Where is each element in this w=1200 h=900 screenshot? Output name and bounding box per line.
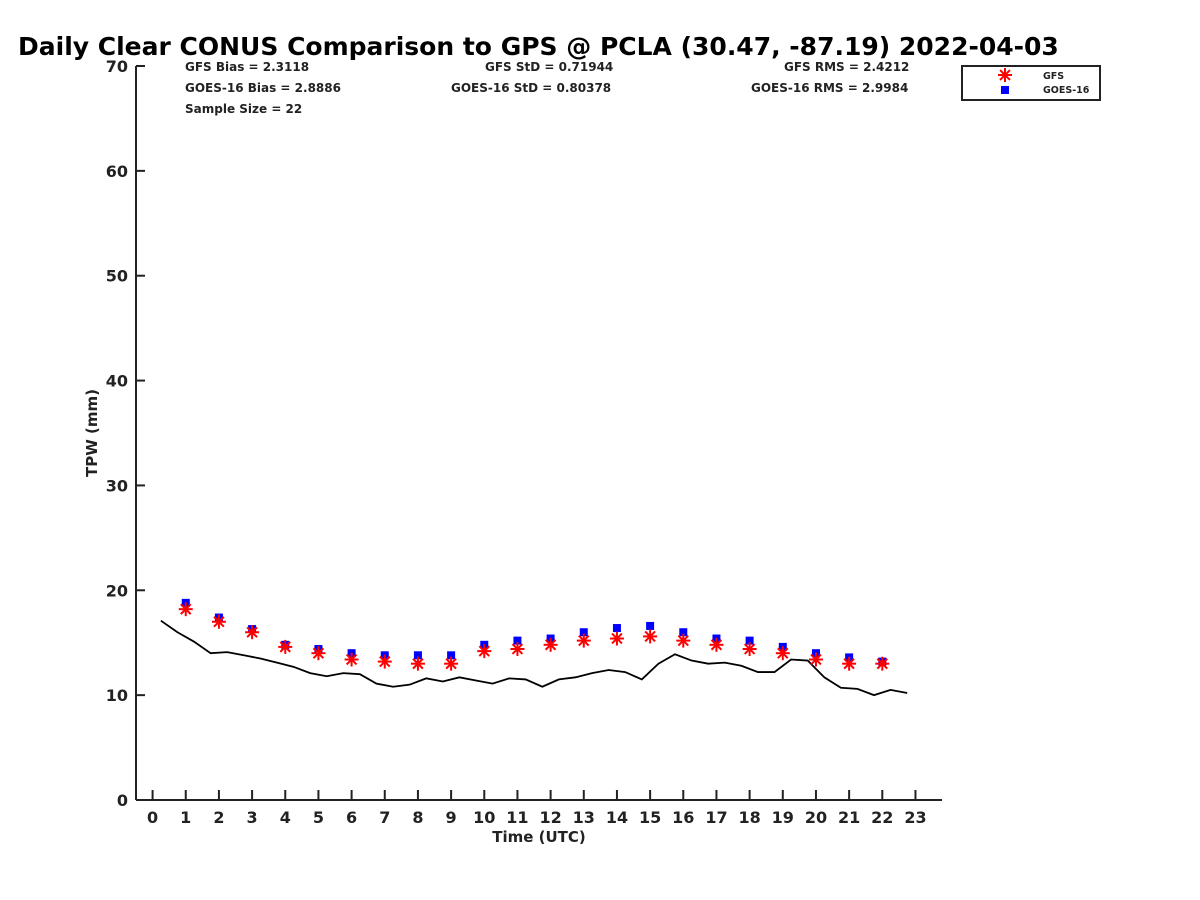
x-tick-label: 6 bbox=[346, 808, 357, 827]
goes16-point bbox=[745, 636, 754, 645]
x-tick-label: 22 bbox=[871, 808, 893, 827]
x-tick-label: 7 bbox=[379, 808, 390, 827]
gfs-bias-text: GFS Bias = 2.3118 bbox=[185, 60, 309, 74]
x-tick-label: 10 bbox=[473, 808, 495, 827]
chart-title: Daily Clear CONUS Comparison to GPS @ PC… bbox=[18, 32, 1059, 61]
y-tick-label: 20 bbox=[106, 581, 128, 600]
plot-area bbox=[160, 598, 908, 697]
x-tick-label: 13 bbox=[573, 808, 595, 827]
x-tick-label: 16 bbox=[672, 808, 694, 827]
x-tick-label: 19 bbox=[772, 808, 794, 827]
x-tick-label: 21 bbox=[838, 808, 860, 827]
y-tick-label: 50 bbox=[106, 267, 128, 286]
gfs-point bbox=[543, 637, 558, 652]
x-tick-label: 14 bbox=[606, 808, 628, 827]
goes16-point bbox=[646, 621, 655, 630]
y-axis-ticks: 0 10 20 30 40 50 60 70 bbox=[106, 57, 145, 810]
gfs-point bbox=[742, 642, 757, 657]
axes bbox=[135, 66, 942, 801]
legend-goes-square-icon bbox=[1001, 86, 1009, 94]
gfs-point bbox=[775, 646, 790, 661]
goes16-point bbox=[447, 651, 456, 660]
x-tick-label: 1 bbox=[180, 808, 191, 827]
gfs-rms-text: GFS RMS = 2.4212 bbox=[784, 60, 909, 74]
gfs-point bbox=[510, 642, 525, 657]
goes16-point bbox=[612, 624, 621, 633]
x-tick-label: 15 bbox=[639, 808, 661, 827]
x-tick-label: 5 bbox=[313, 808, 324, 827]
x-tick-label: 4 bbox=[280, 808, 291, 827]
sample-size-text: Sample Size = 22 bbox=[185, 102, 302, 116]
gfs-point bbox=[808, 652, 823, 667]
gfs-point bbox=[311, 646, 326, 661]
legend-box bbox=[961, 65, 1101, 101]
gfs-point bbox=[178, 602, 193, 617]
gfs-std-text: GFS StD = 0.71944 bbox=[485, 60, 613, 74]
x-axis-ticks: 0 1 2 3 4 5 6 7 8 9 10 11 12 13 14 15 16 17 18 19 20 21 22 23 bbox=[147, 790, 927, 827]
gfs-point bbox=[278, 639, 293, 654]
gfs-point bbox=[609, 631, 624, 646]
y-tick-label: 70 bbox=[106, 57, 128, 76]
gfs-point bbox=[211, 614, 226, 629]
stats-block: GFS Bias = 2.3118 GOES-16 Bias = 2.8886 … bbox=[185, 60, 909, 116]
legend-goes-label: GOES-16 bbox=[1043, 85, 1090, 96]
y-tick-label: 60 bbox=[106, 162, 128, 181]
gfs-point bbox=[377, 654, 392, 669]
goes-rms-text: GOES-16 RMS = 2.9984 bbox=[751, 81, 908, 95]
gfs-point bbox=[676, 633, 691, 648]
x-axis-label: Time (UTC) bbox=[492, 828, 586, 846]
gfs-point bbox=[643, 629, 658, 644]
x-tick-label: 18 bbox=[738, 808, 760, 827]
gfs-point bbox=[444, 656, 459, 671]
legend: GFS GOES-16 bbox=[961, 65, 1101, 101]
x-tick-label: 20 bbox=[805, 808, 827, 827]
goes16-point bbox=[413, 651, 422, 660]
x-tick-label: 3 bbox=[247, 808, 258, 827]
gfs-point bbox=[709, 637, 724, 652]
y-tick-label: 10 bbox=[106, 686, 128, 705]
legend-gfs-asterisk-icon bbox=[998, 68, 1012, 82]
gfs-point bbox=[875, 656, 890, 671]
goes-std-text: GOES-16 StD = 0.80378 bbox=[451, 81, 611, 95]
x-tick-label: 17 bbox=[705, 808, 727, 827]
x-tick-label: 8 bbox=[412, 808, 423, 827]
goes-bias-text: GOES-16 Bias = 2.8886 bbox=[185, 81, 341, 95]
x-tick-label: 23 bbox=[904, 808, 926, 827]
goes16-point bbox=[579, 628, 588, 637]
goes16-point bbox=[513, 636, 522, 645]
gfs-point bbox=[842, 656, 857, 671]
gfs-point bbox=[576, 633, 591, 648]
y-tick-label: 40 bbox=[106, 372, 128, 391]
y-axis-label: TPW (mm) bbox=[83, 389, 101, 477]
gfs-point bbox=[410, 656, 425, 671]
y-tick-label: 30 bbox=[106, 476, 128, 495]
gfs-point bbox=[477, 644, 492, 659]
x-tick-label: 0 bbox=[147, 808, 158, 827]
goes16-point bbox=[679, 628, 688, 637]
gfs-point bbox=[344, 652, 359, 667]
gps-series-line bbox=[160, 619, 908, 697]
x-tick-label: 9 bbox=[446, 808, 457, 827]
y-tick-label: 0 bbox=[117, 791, 128, 810]
gfs-point bbox=[245, 625, 260, 640]
x-tick-label: 11 bbox=[506, 808, 528, 827]
x-tick-label: 2 bbox=[213, 808, 224, 827]
x-tick-label: 12 bbox=[539, 808, 561, 827]
legend-gfs-label: GFS bbox=[1043, 71, 1064, 82]
